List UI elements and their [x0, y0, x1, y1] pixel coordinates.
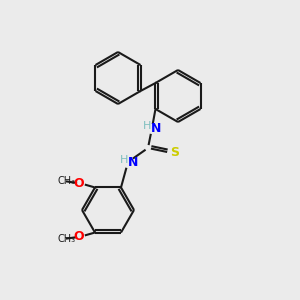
Text: O: O [74, 230, 84, 243]
Text: S: S [170, 146, 179, 160]
Text: H: H [120, 155, 128, 165]
Text: N: N [128, 155, 138, 169]
Text: N: N [151, 122, 161, 134]
Text: H: H [143, 121, 151, 131]
Text: CH₃: CH₃ [58, 176, 76, 187]
Text: O: O [74, 177, 84, 190]
Text: CH₃: CH₃ [58, 233, 76, 244]
